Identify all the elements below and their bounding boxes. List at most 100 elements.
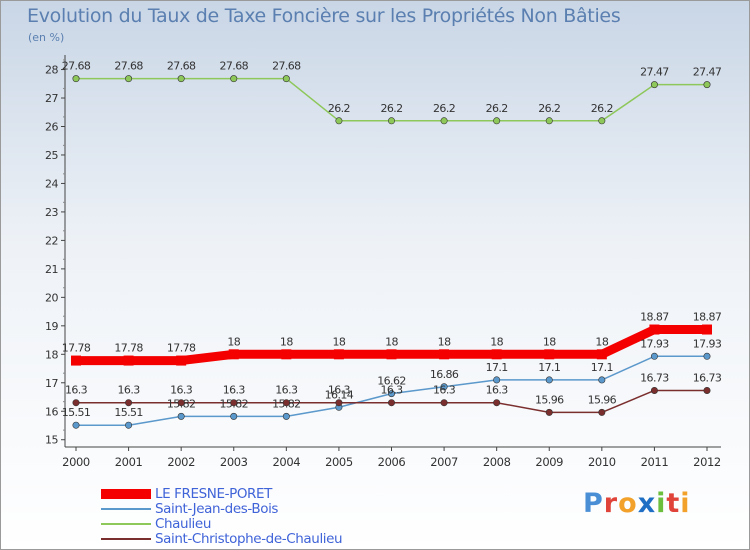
legend-swatch-icon bbox=[101, 537, 151, 540]
y-tick-label: 21 bbox=[45, 263, 58, 276]
data-point bbox=[493, 117, 501, 125]
data-point bbox=[230, 75, 238, 83]
data-label: 18 bbox=[438, 335, 451, 348]
data-point bbox=[598, 117, 606, 125]
x-tick-label: 2011 bbox=[641, 455, 669, 469]
data-label: 26.2 bbox=[328, 102, 350, 115]
y-tick-label: 25 bbox=[45, 149, 58, 162]
x-tick-label: 2001 bbox=[115, 455, 143, 469]
y-tick-label: 17 bbox=[45, 377, 58, 390]
data-point bbox=[125, 399, 133, 407]
data-label: 18 bbox=[385, 335, 398, 348]
data-label: 17.78 bbox=[167, 342, 196, 355]
data-point bbox=[177, 412, 185, 420]
data-point bbox=[703, 386, 711, 394]
data-point bbox=[333, 349, 344, 360]
data-point bbox=[72, 399, 80, 407]
data-point bbox=[387, 117, 395, 125]
legend-swatch-icon bbox=[101, 522, 151, 525]
data-label: 16.73 bbox=[693, 371, 722, 384]
legend-label: Saint-Jean-des-Bois bbox=[155, 500, 279, 517]
data-label: 16.3 bbox=[275, 384, 298, 397]
y-tick-label: 26 bbox=[45, 120, 58, 133]
x-tick-label: 2008 bbox=[483, 455, 511, 469]
data-label: 16.86 bbox=[430, 368, 459, 381]
x-tick-label: 2004 bbox=[272, 455, 300, 469]
x-tick-label: 2003 bbox=[220, 455, 248, 469]
data-point bbox=[335, 117, 343, 125]
data-label: 18 bbox=[543, 335, 556, 348]
data-point bbox=[650, 81, 658, 89]
data-point bbox=[123, 355, 134, 366]
data-label: 16.3 bbox=[433, 384, 456, 397]
y-tick-label: 22 bbox=[45, 234, 58, 247]
data-point bbox=[491, 349, 502, 360]
data-label: 15.96 bbox=[588, 393, 617, 406]
data-point bbox=[440, 383, 448, 391]
legend-item-saint-jean-des-bois[interactable]: Saint-Jean-des-Bois bbox=[101, 500, 421, 517]
y-tick-label: 20 bbox=[45, 291, 58, 304]
proxiti-logo: Proxiti bbox=[583, 488, 691, 519]
data-label: 18 bbox=[595, 335, 608, 348]
data-label: 15.96 bbox=[535, 393, 564, 406]
data-label: 26.2 bbox=[433, 102, 455, 115]
y-tick-label: 27 bbox=[45, 92, 58, 105]
data-point bbox=[650, 386, 658, 394]
data-point bbox=[650, 352, 658, 360]
x-tick-label: 2005 bbox=[325, 455, 353, 469]
data-point bbox=[177, 399, 185, 407]
data-label: 15.51 bbox=[114, 406, 143, 419]
data-label: 16.3 bbox=[65, 384, 88, 397]
data-point bbox=[387, 390, 395, 398]
y-tick-label: 23 bbox=[45, 206, 58, 219]
data-label: 18 bbox=[490, 335, 503, 348]
data-point bbox=[703, 81, 711, 89]
data-label: 26.2 bbox=[538, 102, 560, 115]
x-tick-label: 2000 bbox=[62, 455, 90, 469]
data-label: 16.14 bbox=[325, 388, 354, 401]
data-label: 27.68 bbox=[114, 60, 143, 73]
data-label: 17.1 bbox=[538, 361, 560, 374]
legend-item-le-fresne-poret[interactable]: LE FRESNE-PORET bbox=[101, 486, 421, 502]
data-label: 17.78 bbox=[114, 342, 143, 355]
data-label: 16.3 bbox=[486, 384, 509, 397]
data-point bbox=[71, 355, 81, 366]
data-point bbox=[439, 349, 450, 360]
y-tick-label: 24 bbox=[45, 177, 58, 190]
data-point bbox=[72, 421, 80, 429]
y-tick-label: 15 bbox=[45, 434, 58, 447]
data-label: 16.3 bbox=[380, 384, 403, 397]
data-point bbox=[282, 75, 290, 83]
data-label: 27.68 bbox=[272, 60, 301, 73]
data-point bbox=[387, 399, 395, 407]
data-point bbox=[544, 349, 555, 360]
data-point bbox=[72, 75, 80, 83]
data-label: 16.3 bbox=[328, 384, 351, 397]
data-point bbox=[493, 376, 501, 384]
legend-swatch-icon bbox=[101, 507, 151, 510]
data-point bbox=[125, 421, 133, 429]
data-label: 27.47 bbox=[693, 66, 722, 79]
data-label: 17.1 bbox=[486, 361, 508, 374]
y-tick-label: 18 bbox=[45, 348, 58, 361]
legend-item-saint-christophe-de-chaulieu[interactable]: Saint-Christophe-de-Chaulieu bbox=[101, 531, 421, 547]
data-point bbox=[703, 352, 711, 360]
data-label: 26.2 bbox=[380, 102, 402, 115]
legend-item-chaulieu[interactable]: Chaulieu bbox=[101, 516, 421, 532]
data-point bbox=[386, 349, 397, 360]
legend-swatch-icon bbox=[101, 488, 151, 499]
data-label: 26.2 bbox=[486, 102, 508, 115]
data-point bbox=[649, 324, 660, 335]
y-tick-label: 16 bbox=[45, 405, 58, 418]
x-tick-label: 2010 bbox=[588, 455, 616, 469]
legend: LE FRESNE-PORET Saint-Jean-des-Bois Chau… bbox=[101, 486, 421, 547]
data-point bbox=[440, 117, 448, 125]
data-label: 16.62 bbox=[377, 375, 406, 388]
data-point bbox=[281, 349, 292, 360]
data-label: 18 bbox=[227, 335, 240, 348]
data-label: 18 bbox=[333, 335, 346, 348]
data-point bbox=[282, 412, 290, 420]
data-point bbox=[177, 75, 185, 83]
data-label: 16.3 bbox=[170, 384, 193, 397]
